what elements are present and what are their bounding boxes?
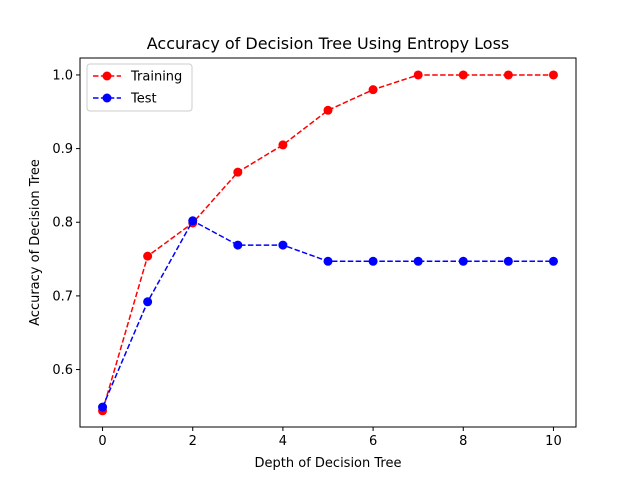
data-point-training [413, 70, 423, 80]
y-tick-label: 0.9 [52, 142, 73, 157]
y-axis-ticks: 0.6 0.7 0.8 0.9 1.0 [52, 68, 80, 378]
x-tick-label: 4 [279, 434, 287, 449]
series-layer [98, 70, 558, 416]
x-axis-ticks: 0 2 4 6 8 10 [98, 427, 562, 449]
y-tick-label: 1.0 [52, 68, 73, 83]
data-point-test [368, 256, 378, 266]
data-point-test [413, 256, 423, 266]
legend-label-training: Training [130, 70, 182, 85]
data-point-test [548, 256, 558, 266]
series-test [98, 216, 558, 412]
legend-entry-test: Test [93, 92, 157, 107]
data-point-training [503, 70, 513, 80]
y-tick-label: 0.8 [52, 216, 73, 231]
x-tick-label: 8 [459, 434, 467, 449]
data-point-test [323, 256, 333, 266]
y-axis-label: Accuracy of Decision Tree [28, 159, 43, 326]
x-tick-label: 2 [189, 434, 197, 449]
data-point-training [233, 167, 243, 177]
data-point-test [233, 240, 243, 250]
series-training [98, 70, 558, 416]
data-point-test [188, 216, 198, 226]
data-point-training [548, 70, 558, 80]
plot-area-frame [79, 57, 577, 428]
data-point-training [323, 105, 333, 115]
chart-title: Accuracy of Decision Tree Using Entropy … [147, 34, 509, 53]
data-point-training [143, 251, 153, 261]
data-point-training [458, 70, 468, 80]
data-point-test [98, 402, 108, 412]
data-point-test [278, 240, 288, 250]
data-point-training [368, 85, 378, 95]
legend-marker-training [102, 71, 112, 81]
x-tick-label: 0 [98, 434, 106, 449]
y-tick-label: 0.6 [52, 363, 73, 378]
data-point-test [143, 297, 153, 307]
legend-entry-training: Training [93, 70, 182, 85]
legend-marker-test [102, 93, 112, 103]
data-point-training [278, 140, 288, 150]
y-tick-label: 0.7 [52, 289, 73, 304]
x-axis-label: Depth of Decision Tree [255, 456, 402, 471]
data-point-test [503, 256, 513, 266]
data-point-test [458, 256, 468, 266]
x-tick-label: 6 [369, 434, 377, 449]
legend: Training Test [86, 63, 193, 112]
x-tick-label: 10 [545, 434, 562, 449]
legend-label-test: Test [130, 92, 157, 107]
series-line-training [101, 74, 554, 412]
